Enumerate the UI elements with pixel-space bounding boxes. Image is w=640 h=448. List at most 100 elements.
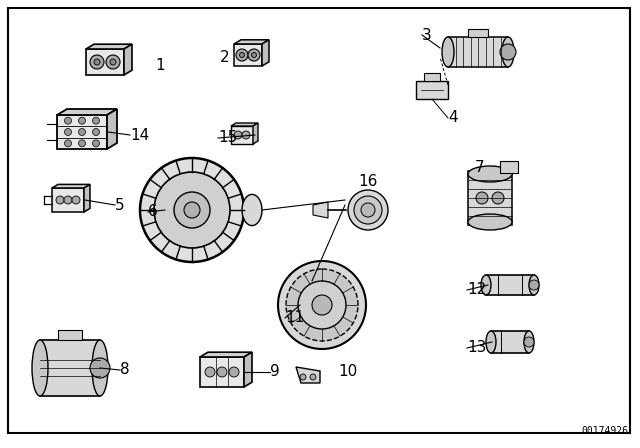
- Text: 13: 13: [467, 340, 486, 356]
- Polygon shape: [234, 40, 269, 44]
- Circle shape: [79, 129, 86, 135]
- Ellipse shape: [481, 275, 491, 295]
- Circle shape: [529, 280, 539, 290]
- Ellipse shape: [442, 37, 454, 67]
- Polygon shape: [253, 123, 258, 144]
- Text: 14: 14: [130, 128, 149, 142]
- Ellipse shape: [529, 275, 539, 295]
- Polygon shape: [262, 40, 269, 66]
- Circle shape: [174, 192, 210, 228]
- Circle shape: [354, 196, 382, 224]
- Circle shape: [93, 117, 99, 124]
- Circle shape: [56, 196, 64, 204]
- Ellipse shape: [468, 166, 512, 182]
- Text: 2: 2: [220, 51, 230, 65]
- FancyBboxPatch shape: [500, 161, 518, 173]
- Circle shape: [90, 358, 110, 378]
- Bar: [491, 331, 529, 353]
- Text: 7: 7: [475, 160, 484, 176]
- Circle shape: [65, 117, 72, 124]
- Polygon shape: [84, 185, 90, 212]
- Text: 3: 3: [422, 27, 432, 43]
- Circle shape: [72, 196, 80, 204]
- Circle shape: [310, 374, 316, 380]
- Polygon shape: [313, 202, 328, 218]
- Circle shape: [154, 172, 230, 248]
- Polygon shape: [124, 44, 132, 75]
- Circle shape: [94, 59, 100, 65]
- Ellipse shape: [502, 37, 514, 67]
- Bar: [468, 171, 512, 225]
- Ellipse shape: [524, 331, 534, 353]
- Circle shape: [140, 158, 244, 262]
- Bar: [424, 73, 440, 81]
- Circle shape: [229, 367, 239, 377]
- Ellipse shape: [468, 214, 512, 230]
- Text: 4: 4: [448, 111, 458, 125]
- Bar: [448, 37, 508, 67]
- Text: 10: 10: [338, 365, 357, 379]
- Circle shape: [234, 131, 242, 139]
- Text: 12: 12: [467, 283, 486, 297]
- Bar: [57, 115, 107, 149]
- Polygon shape: [52, 185, 90, 188]
- Polygon shape: [244, 352, 252, 387]
- Circle shape: [184, 202, 200, 218]
- Polygon shape: [231, 123, 258, 126]
- Circle shape: [348, 190, 388, 230]
- Polygon shape: [86, 44, 132, 49]
- Polygon shape: [200, 352, 252, 357]
- Circle shape: [278, 261, 366, 349]
- Circle shape: [106, 55, 120, 69]
- FancyBboxPatch shape: [416, 81, 448, 99]
- Circle shape: [65, 129, 72, 135]
- Ellipse shape: [486, 331, 496, 353]
- Bar: [200, 357, 244, 387]
- Circle shape: [492, 192, 504, 204]
- Polygon shape: [107, 109, 117, 149]
- Text: 16: 16: [358, 175, 378, 190]
- Circle shape: [286, 269, 358, 341]
- Circle shape: [65, 140, 72, 147]
- Circle shape: [205, 367, 215, 377]
- Bar: [40, 340, 100, 396]
- Circle shape: [300, 374, 306, 380]
- Circle shape: [248, 49, 260, 61]
- Circle shape: [110, 59, 116, 65]
- Ellipse shape: [32, 340, 48, 396]
- Ellipse shape: [92, 340, 108, 396]
- Circle shape: [298, 281, 346, 329]
- Circle shape: [252, 52, 257, 57]
- Bar: [234, 44, 262, 66]
- Circle shape: [79, 140, 86, 147]
- Bar: [468, 29, 488, 37]
- Circle shape: [79, 117, 86, 124]
- Bar: [86, 49, 124, 75]
- Ellipse shape: [242, 194, 262, 226]
- Text: 1: 1: [155, 57, 164, 73]
- Polygon shape: [57, 109, 117, 115]
- Text: 8: 8: [120, 362, 130, 378]
- Circle shape: [90, 55, 104, 69]
- Text: 6: 6: [148, 204, 157, 220]
- Circle shape: [500, 44, 516, 60]
- Circle shape: [64, 196, 72, 204]
- Text: 00174926: 00174926: [581, 426, 628, 436]
- Circle shape: [312, 295, 332, 315]
- Bar: [58, 330, 82, 340]
- Bar: [52, 188, 84, 212]
- Circle shape: [236, 49, 248, 61]
- Bar: [231, 126, 253, 144]
- Circle shape: [93, 129, 99, 135]
- Polygon shape: [296, 367, 320, 383]
- Text: 5: 5: [115, 198, 125, 212]
- Circle shape: [361, 203, 375, 217]
- Circle shape: [476, 192, 488, 204]
- Text: 9: 9: [270, 365, 280, 379]
- Circle shape: [93, 140, 99, 147]
- Circle shape: [217, 367, 227, 377]
- Circle shape: [242, 131, 250, 139]
- Text: 15: 15: [218, 130, 237, 146]
- Text: 11: 11: [285, 310, 304, 326]
- Circle shape: [239, 52, 244, 57]
